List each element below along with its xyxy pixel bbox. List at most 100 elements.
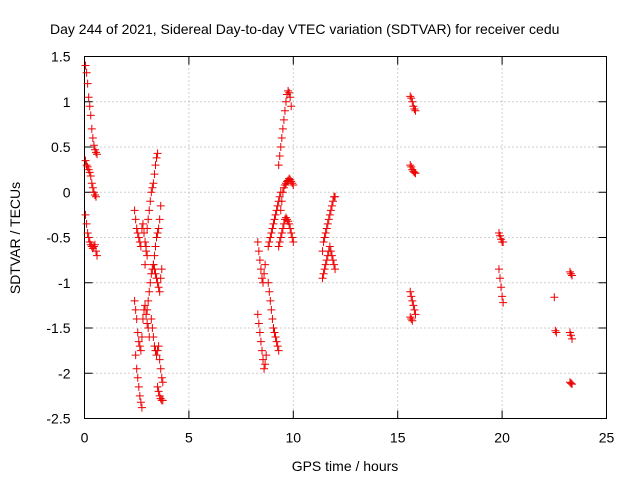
data-point	[152, 351, 161, 360]
y-tick-label: 0	[63, 184, 71, 200]
data-point	[83, 228, 92, 237]
data-point	[150, 251, 159, 260]
series-group	[143, 201, 165, 314]
data-point	[319, 238, 328, 247]
data-point	[135, 342, 144, 351]
data-point	[408, 296, 417, 305]
data-point	[134, 382, 143, 391]
data-point	[87, 124, 96, 133]
x-tick-label: 10	[286, 430, 302, 446]
data-point	[408, 97, 417, 106]
data-point	[156, 394, 165, 403]
data-point	[407, 292, 416, 301]
data-point	[551, 326, 560, 335]
series-group	[130, 296, 154, 355]
data-point	[327, 251, 336, 260]
data-point	[498, 292, 507, 301]
data-point	[278, 124, 287, 133]
data-point	[133, 328, 142, 337]
x-axis-label: GPS time / hours	[292, 458, 399, 474]
data-point	[265, 238, 274, 247]
data-point	[260, 364, 269, 373]
data-point	[156, 201, 165, 210]
data-point	[270, 215, 279, 224]
data-point	[565, 378, 574, 387]
data-point	[278, 188, 287, 197]
x-tick-label: 15	[390, 430, 406, 446]
data-point	[274, 161, 283, 170]
data-point	[149, 179, 158, 188]
data-point	[264, 242, 273, 251]
data-point	[153, 228, 162, 237]
series-group	[274, 213, 298, 251]
data-point	[280, 106, 289, 115]
data-point	[284, 86, 293, 95]
data-point	[274, 346, 283, 355]
data-point	[91, 192, 100, 201]
data-point	[82, 219, 91, 228]
data-point	[254, 247, 263, 256]
data-point	[88, 133, 97, 142]
y-tick-labels: -2.5 -2 -1.5 -1 -0.5 0 0.5 1 1.5	[46, 49, 70, 427]
series-group	[494, 228, 508, 247]
series-group	[406, 287, 420, 319]
data-point	[130, 206, 139, 215]
data-point	[406, 313, 415, 322]
data-point	[407, 314, 416, 323]
x-tick-labels: 0 5 10 15 20 25	[81, 430, 615, 446]
series-group	[81, 156, 100, 201]
series-group	[253, 238, 270, 287]
data-point	[84, 93, 93, 102]
data-point	[277, 197, 286, 206]
data-point	[82, 161, 91, 170]
data-point	[153, 346, 162, 355]
data-point	[157, 265, 166, 274]
series-group	[141, 149, 162, 269]
data-point	[411, 169, 420, 178]
data-point	[257, 346, 266, 355]
data-point	[262, 351, 271, 360]
data-point	[287, 102, 296, 111]
data-point	[277, 228, 286, 237]
data-point	[568, 380, 577, 389]
data-point	[565, 267, 574, 276]
data-point	[136, 346, 145, 355]
data-point	[260, 269, 269, 278]
data-point	[138, 314, 147, 323]
data-point	[82, 68, 91, 77]
data-point	[137, 333, 146, 342]
data-point	[288, 179, 297, 188]
data-point	[137, 403, 146, 412]
data-point	[255, 328, 264, 337]
data-point	[275, 192, 284, 201]
data-point	[321, 260, 330, 269]
y-tick-label: 1.5	[51, 49, 71, 65]
data-point	[131, 305, 140, 314]
data-point	[155, 215, 164, 224]
data-point	[143, 224, 152, 233]
x-tick-label: 5	[185, 430, 193, 446]
series-group	[264, 278, 283, 355]
data-point	[267, 228, 276, 237]
data-point	[272, 337, 281, 346]
data-point	[261, 260, 270, 269]
data-point	[285, 88, 294, 97]
data-point	[271, 333, 280, 342]
data-point	[147, 188, 156, 197]
data-point	[406, 287, 415, 296]
data-point	[411, 310, 420, 319]
data-point	[83, 79, 92, 88]
data-point	[286, 224, 295, 233]
data-point	[143, 305, 152, 314]
data-point	[328, 197, 337, 206]
data-point	[146, 197, 155, 206]
y-tick-label: -0.5	[46, 230, 70, 246]
data-point	[318, 274, 327, 283]
data-point	[150, 265, 159, 274]
series-group	[565, 328, 577, 343]
data-point	[499, 298, 508, 307]
data-point	[86, 111, 95, 120]
data-point	[253, 238, 262, 247]
data-point	[567, 269, 576, 278]
data-point	[325, 210, 334, 219]
